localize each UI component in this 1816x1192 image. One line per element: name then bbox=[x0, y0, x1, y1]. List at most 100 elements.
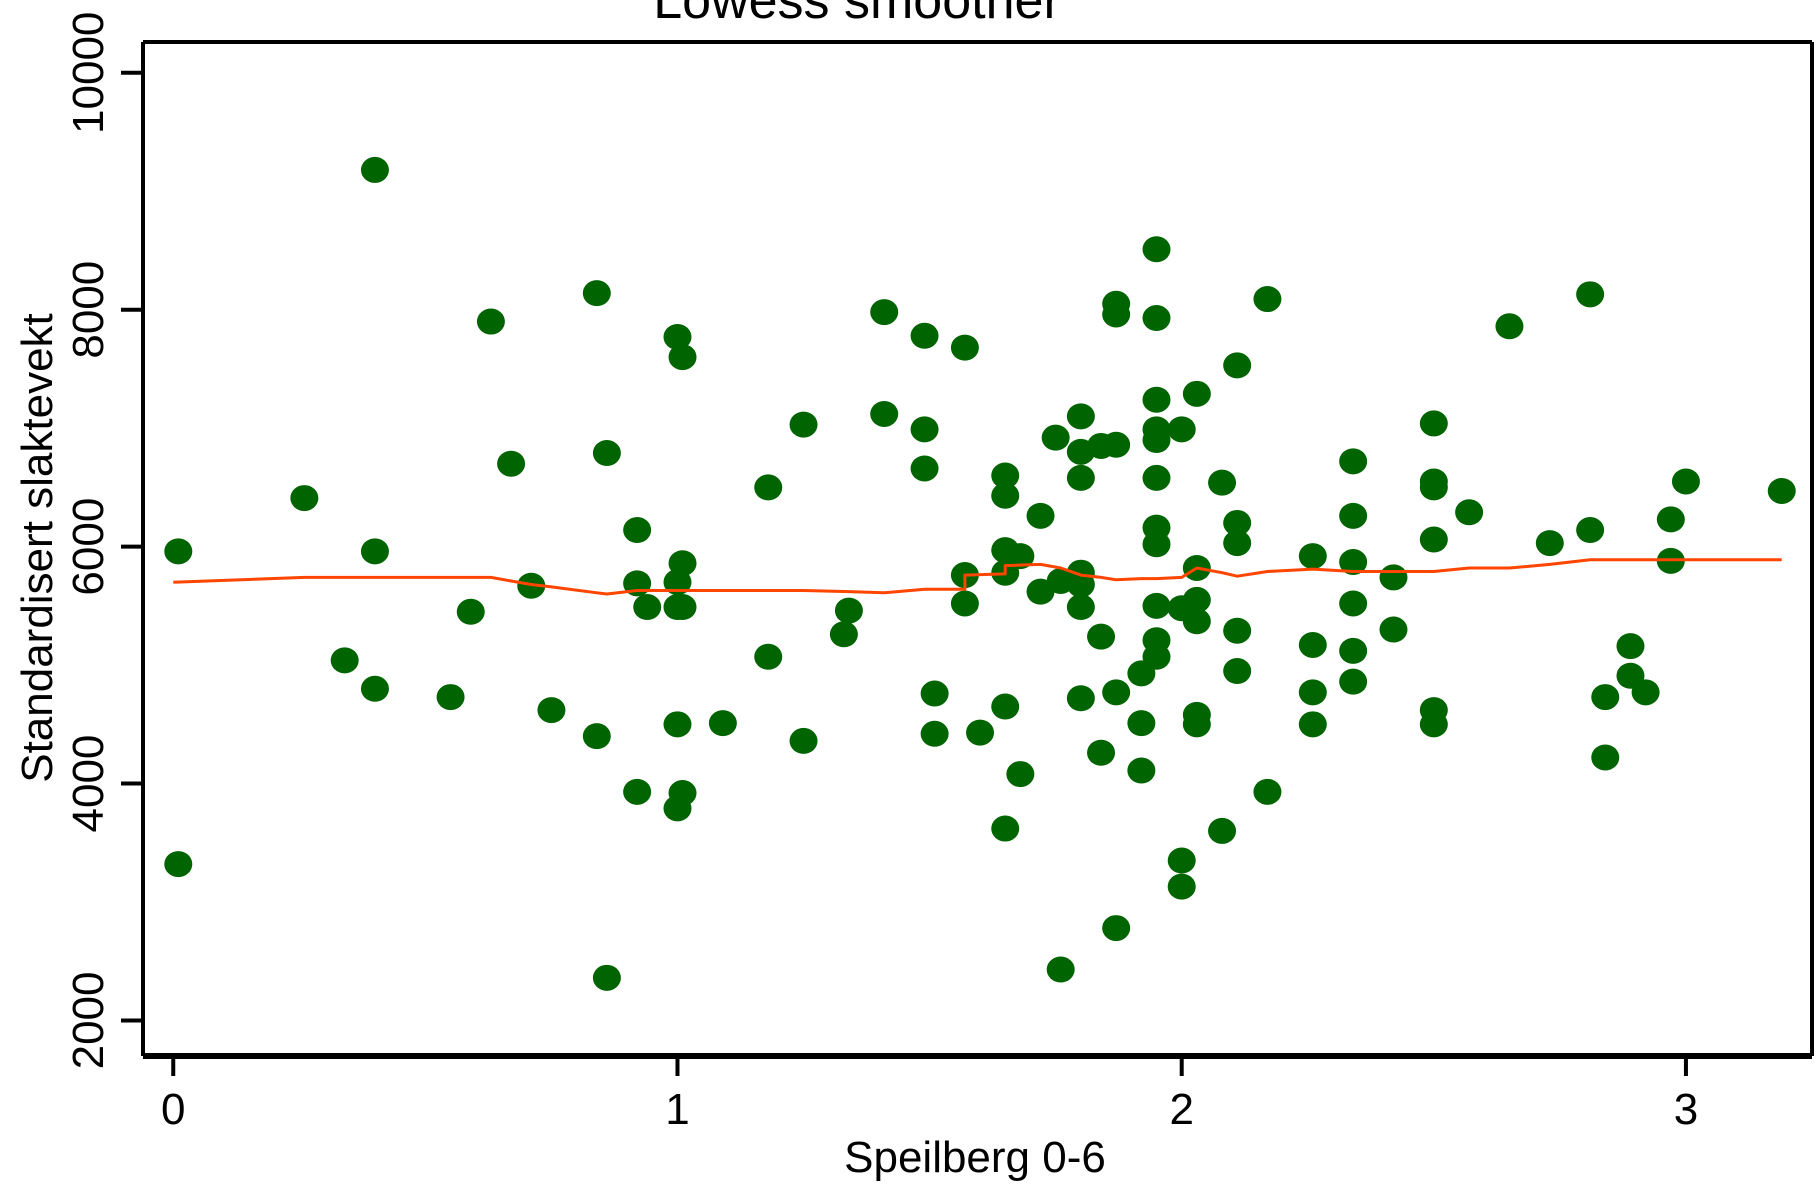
data-point bbox=[870, 400, 899, 427]
data-point bbox=[1167, 416, 1196, 443]
x-tick-label: 3 bbox=[1674, 1085, 1698, 1134]
data-point bbox=[1671, 468, 1700, 495]
data-point bbox=[290, 485, 319, 512]
data-point bbox=[164, 851, 193, 878]
y-tick-label: 4000 bbox=[64, 735, 113, 833]
data-point bbox=[1591, 684, 1620, 711]
y-tick-label: 8000 bbox=[64, 261, 113, 359]
data-point bbox=[1087, 623, 1116, 650]
data-point bbox=[950, 334, 979, 361]
data-point bbox=[1616, 633, 1645, 660]
data-point bbox=[1208, 469, 1237, 496]
data-point bbox=[1495, 313, 1524, 340]
data-point bbox=[1142, 531, 1171, 558]
data-point bbox=[1223, 617, 1252, 644]
data-point bbox=[360, 538, 389, 565]
lowess-smoother-layer bbox=[173, 558, 1782, 596]
x-axis-title: Speilberg 0-6 bbox=[844, 1133, 1106, 1182]
data-point bbox=[1066, 685, 1095, 712]
data-point bbox=[1576, 281, 1605, 308]
data-point bbox=[789, 411, 818, 438]
data-point bbox=[1182, 380, 1211, 407]
data-point bbox=[330, 647, 359, 674]
data-point bbox=[950, 590, 979, 617]
data-point bbox=[1102, 679, 1131, 706]
data-point bbox=[1026, 502, 1055, 529]
data-point bbox=[1066, 464, 1095, 491]
data-point bbox=[456, 598, 485, 625]
data-point bbox=[1379, 564, 1408, 591]
data-point bbox=[1182, 586, 1211, 613]
data-point bbox=[668, 550, 697, 577]
chart-title: Lowess smoother bbox=[653, 0, 1061, 30]
data-point bbox=[1535, 530, 1564, 557]
data-point bbox=[1102, 431, 1131, 458]
data-point bbox=[1339, 590, 1368, 617]
data-point bbox=[497, 450, 526, 477]
data-point bbox=[476, 308, 505, 335]
y-tick-label: 10000 bbox=[64, 12, 113, 134]
data-point bbox=[834, 597, 863, 624]
data-point bbox=[1142, 643, 1171, 670]
scatter-points bbox=[164, 156, 1796, 991]
y-tick-label: 2000 bbox=[64, 972, 113, 1070]
data-point bbox=[1339, 549, 1368, 576]
data-point bbox=[360, 675, 389, 702]
data-point bbox=[1167, 873, 1196, 900]
data-point bbox=[1142, 592, 1171, 619]
data-point bbox=[1066, 594, 1095, 621]
data-point bbox=[1167, 847, 1196, 874]
data-point bbox=[1339, 668, 1368, 695]
data-point bbox=[1102, 301, 1131, 328]
data-point bbox=[633, 594, 662, 621]
data-point bbox=[1127, 710, 1156, 737]
data-point bbox=[1208, 817, 1237, 844]
data-point bbox=[1223, 352, 1252, 379]
data-point bbox=[1087, 739, 1116, 766]
x-tick-label: 1 bbox=[665, 1085, 689, 1134]
data-point bbox=[1142, 305, 1171, 332]
plot-frame bbox=[141, 40, 1814, 1059]
data-point bbox=[1223, 658, 1252, 685]
data-point bbox=[668, 780, 697, 807]
data-point bbox=[1142, 236, 1171, 263]
lowess-smoother-line bbox=[173, 558, 1782, 596]
data-point bbox=[436, 684, 465, 711]
data-point bbox=[1339, 637, 1368, 664]
data-point bbox=[910, 416, 939, 443]
data-point bbox=[1253, 286, 1282, 313]
data-point bbox=[991, 815, 1020, 842]
data-point bbox=[1041, 424, 1070, 451]
data-point bbox=[1767, 477, 1796, 504]
data-point bbox=[1182, 608, 1211, 635]
data-point bbox=[754, 643, 783, 670]
data-point bbox=[966, 719, 995, 746]
data-point bbox=[623, 778, 652, 805]
data-point bbox=[1591, 744, 1620, 771]
data-point bbox=[991, 693, 1020, 720]
data-point bbox=[164, 538, 193, 565]
data-point bbox=[1298, 711, 1327, 738]
y-tick-label: 6000 bbox=[64, 498, 113, 596]
data-point bbox=[592, 964, 621, 991]
data-point bbox=[754, 474, 783, 501]
data-point bbox=[1379, 616, 1408, 643]
data-point bbox=[1656, 506, 1685, 533]
data-point bbox=[1298, 631, 1327, 658]
data-point bbox=[668, 344, 697, 371]
data-point bbox=[920, 720, 949, 747]
data-point bbox=[910, 322, 939, 349]
data-point bbox=[708, 710, 737, 737]
data-point bbox=[870, 299, 899, 326]
data-point bbox=[537, 697, 566, 724]
data-point bbox=[1006, 761, 1035, 788]
data-point bbox=[1223, 509, 1252, 536]
data-point bbox=[1298, 679, 1327, 706]
data-point bbox=[1066, 403, 1095, 430]
data-point bbox=[1419, 474, 1448, 501]
data-point bbox=[1046, 956, 1075, 983]
data-point bbox=[360, 156, 389, 183]
data-point bbox=[1223, 530, 1252, 557]
data-point bbox=[1066, 571, 1095, 598]
